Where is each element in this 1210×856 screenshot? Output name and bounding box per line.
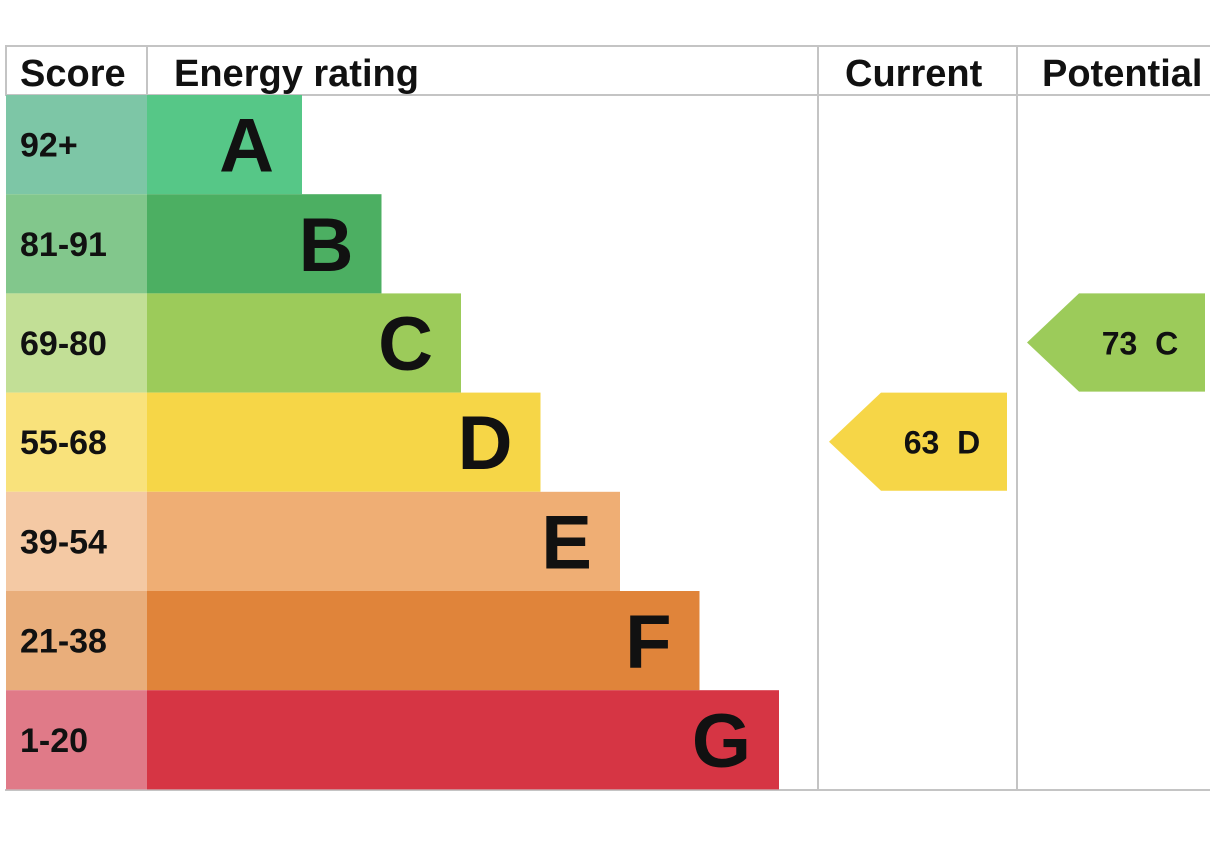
score-range-label: 21-38 — [20, 623, 107, 661]
score-cell — [6, 194, 147, 294]
rating-row-b: 81-91 B — [6, 194, 382, 294]
score-range-label: 55-68 — [20, 424, 107, 462]
band-letter: G — [692, 699, 751, 784]
header-score: Score — [20, 53, 126, 95]
score-cell — [6, 491, 147, 591]
score-range-label: 69-80 — [20, 325, 107, 363]
score-range-label: 92+ — [20, 127, 78, 165]
score-cell — [6, 690, 147, 790]
current-arrow-shape — [829, 392, 1007, 491]
band-bar — [147, 95, 302, 195]
band-bar — [147, 690, 779, 790]
band-letter: F — [625, 600, 671, 685]
potential-rating-arrow: 73 C — [1027, 293, 1205, 392]
potential-arrow-shape — [1027, 293, 1205, 392]
header-current: Current — [845, 53, 983, 95]
band-bar — [147, 392, 541, 492]
score-cell — [6, 95, 147, 195]
rating-row-e: 39-54 E — [6, 491, 620, 591]
band-letter: B — [299, 203, 354, 288]
rating-row-c: 69-80 C — [6, 293, 461, 393]
rating-rows: 92+ A 81-91 B 69-80 C 55-68 D 39-54 E 21-38 F 1-20 G — [6, 95, 779, 790]
band-letter: A — [219, 104, 274, 189]
score-cell — [6, 591, 147, 691]
rating-row-a: 92+ A — [6, 95, 302, 195]
band-letter: D — [458, 401, 513, 486]
score-cell — [6, 392, 147, 492]
band-letter: C — [378, 302, 433, 387]
potential-rating-label: 73 C — [1102, 326, 1178, 362]
rating-row-f: 21-38 F — [6, 591, 700, 691]
current-rating-label: 63 D — [904, 425, 980, 461]
band-bar — [147, 293, 461, 393]
score-cell — [6, 293, 147, 393]
band-letter: E — [541, 500, 592, 585]
current-rating-arrow: 63 D — [829, 392, 1007, 491]
score-range-label: 1-20 — [20, 722, 88, 760]
rating-row-d: 55-68 D — [6, 392, 541, 492]
header-energy-rating: Energy rating — [174, 53, 419, 95]
rating-row-g: 1-20 G — [6, 690, 779, 790]
header-potential: Potential — [1042, 53, 1202, 95]
band-bar — [147, 591, 700, 691]
band-bar — [147, 194, 382, 294]
band-bar — [147, 491, 620, 591]
score-range-label: 81-91 — [20, 226, 107, 264]
score-range-label: 39-54 — [20, 523, 107, 561]
